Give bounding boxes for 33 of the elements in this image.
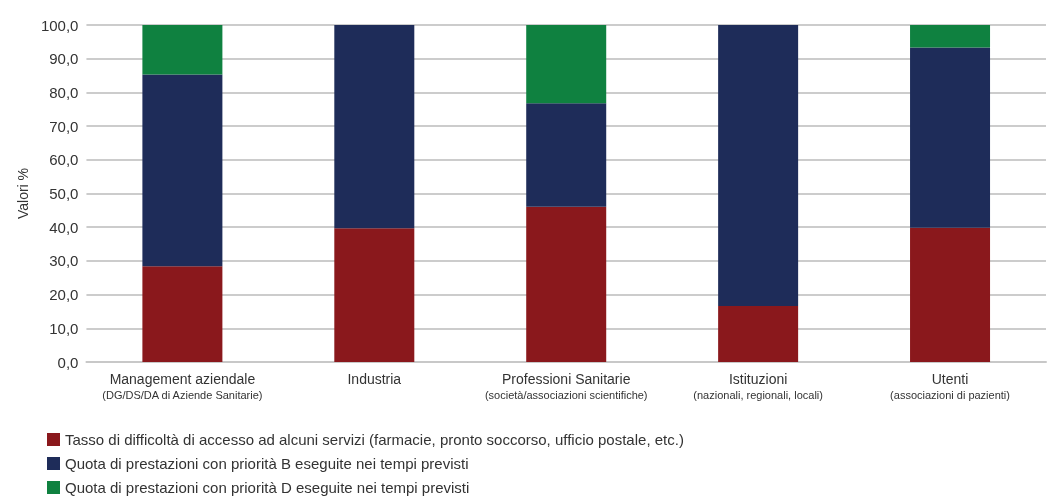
x-tick-label: Industria: [347, 371, 402, 387]
x-tick-label: Utenti (associazioni di pazienti): [890, 371, 1010, 401]
y-tick-label: 50,0: [49, 185, 79, 202]
bar: [526, 25, 607, 104]
y-tick-label: 0,0: [57, 353, 79, 371]
x-tick-label: Professioni Sanitarie (società/associazioni scientifiche): [484, 371, 648, 401]
bar: [142, 266, 223, 362]
x-tick-label: Istituzioni (nazionali, regionali, locali): [693, 371, 823, 401]
y-tick-label: 60,0: [49, 151, 79, 169]
y-tick-label: 20,0: [49, 286, 79, 304]
bar: [142, 74, 223, 267]
bar: [142, 25, 223, 75]
legend-label: Quota di prestazioni con priorità D eseguite nei tempi previsti: [65, 479, 470, 496]
bar: [526, 103, 607, 207]
legend-label: Quota di prestazioni con priorità B eseguite nei tempi previsti: [65, 455, 469, 472]
y-tick-label: 80,0: [49, 83, 79, 101]
y-tick-label: 70,0: [49, 117, 79, 135]
y-tick-label: 90,0: [49, 50, 79, 68]
bar: [526, 206, 607, 362]
bar: [910, 47, 991, 228]
y-axis-title: Valori %: [15, 167, 31, 220]
x-tick-label: Management aziendale (DG/DS/DA di Aziende Sanitarie): [102, 371, 263, 401]
bar: [718, 306, 799, 362]
y-tick-label: 100,0: [40, 16, 79, 34]
legend-label: Tasso di difficoltà di accesso ad alcuni servizi (farmacie, pronto soccorso, ufficio postale, etc.): [65, 431, 684, 448]
y-tick-label: 30,0: [49, 252, 79, 270]
bar: [910, 227, 991, 362]
bar: [334, 25, 415, 229]
bar: [334, 228, 415, 362]
y-tick-label: 10,0: [49, 319, 79, 337]
bar: [718, 25, 799, 307]
y-tick-label: 40,0: [49, 218, 79, 236]
bar: [910, 25, 991, 48]
